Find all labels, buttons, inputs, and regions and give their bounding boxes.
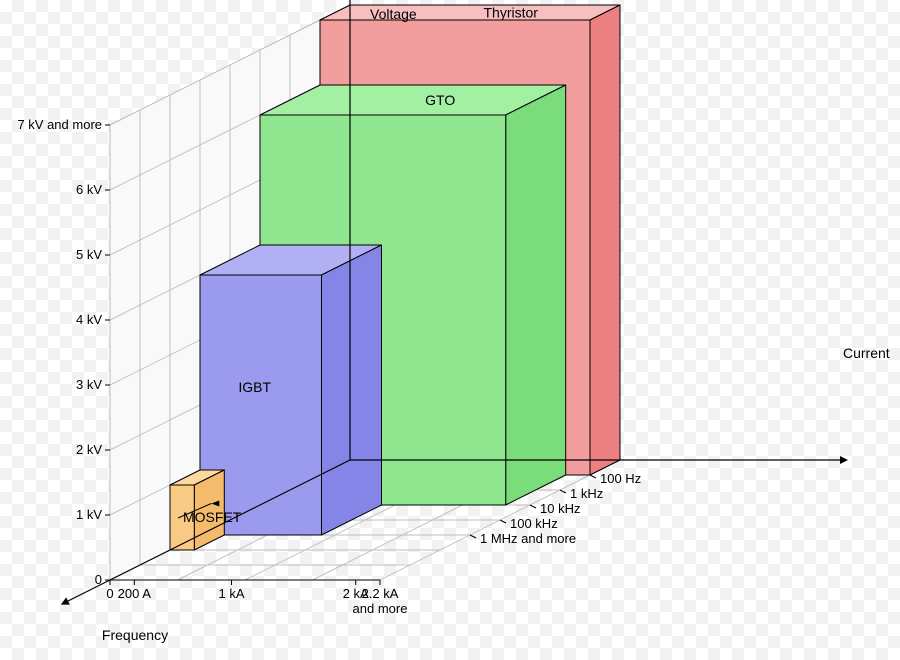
frequency-tick-4: 1 MHz and more bbox=[480, 531, 576, 546]
voltage-tick-2: 2 kV bbox=[76, 442, 102, 457]
box-side-IGBT bbox=[322, 245, 382, 535]
axis-frequency bbox=[68, 580, 110, 601]
box-side-Thyristor bbox=[590, 5, 620, 475]
axis-label-frequency: Frequency bbox=[102, 627, 168, 643]
box-side-GTO bbox=[506, 85, 566, 505]
diagram-svg: Thyristor GTO IGBT MOSFET 0 1 kV 2 kV 3 kV 4 kV 5… bbox=[0, 0, 900, 660]
frequency-tick-3: 100 kHz bbox=[510, 516, 558, 531]
voltage-tick-4: 4 kV bbox=[76, 312, 102, 327]
axis-label-voltage: Voltage bbox=[370, 6, 417, 22]
voltage-tick-5: 5 kV bbox=[76, 247, 102, 262]
device-label-IGBT: IGBT bbox=[238, 379, 271, 395]
current-tick-4: 2.2 kAand more bbox=[353, 586, 408, 616]
voltage-tick-1: 1 kV bbox=[76, 507, 102, 522]
frequency-tick-2: 10 kHz bbox=[540, 501, 580, 516]
axis-label-current: Current bbox=[843, 345, 890, 361]
current-tick-2: 1 kA bbox=[218, 586, 244, 601]
voltage-tick-3: 3 kV bbox=[76, 377, 102, 392]
device-label-GTO: GTO bbox=[425, 92, 455, 108]
current-tick-0: 0 bbox=[106, 586, 113, 601]
voltage-tick-0: 0 bbox=[95, 572, 102, 587]
device-label-MOSFET: MOSFET bbox=[183, 509, 242, 525]
current-tick-1: 200 A bbox=[118, 586, 152, 601]
frequency-tick-1: 1 kHz bbox=[570, 486, 603, 501]
voltage-tick-6: 6 kV bbox=[76, 182, 102, 197]
device-label-Thyristor: Thyristor bbox=[484, 5, 539, 21]
box-top-Thyristor bbox=[320, 5, 620, 20]
frequency-tick-0: 100 Hz bbox=[600, 471, 641, 486]
voltage-tick-7: 7 kV and more bbox=[17, 117, 102, 132]
